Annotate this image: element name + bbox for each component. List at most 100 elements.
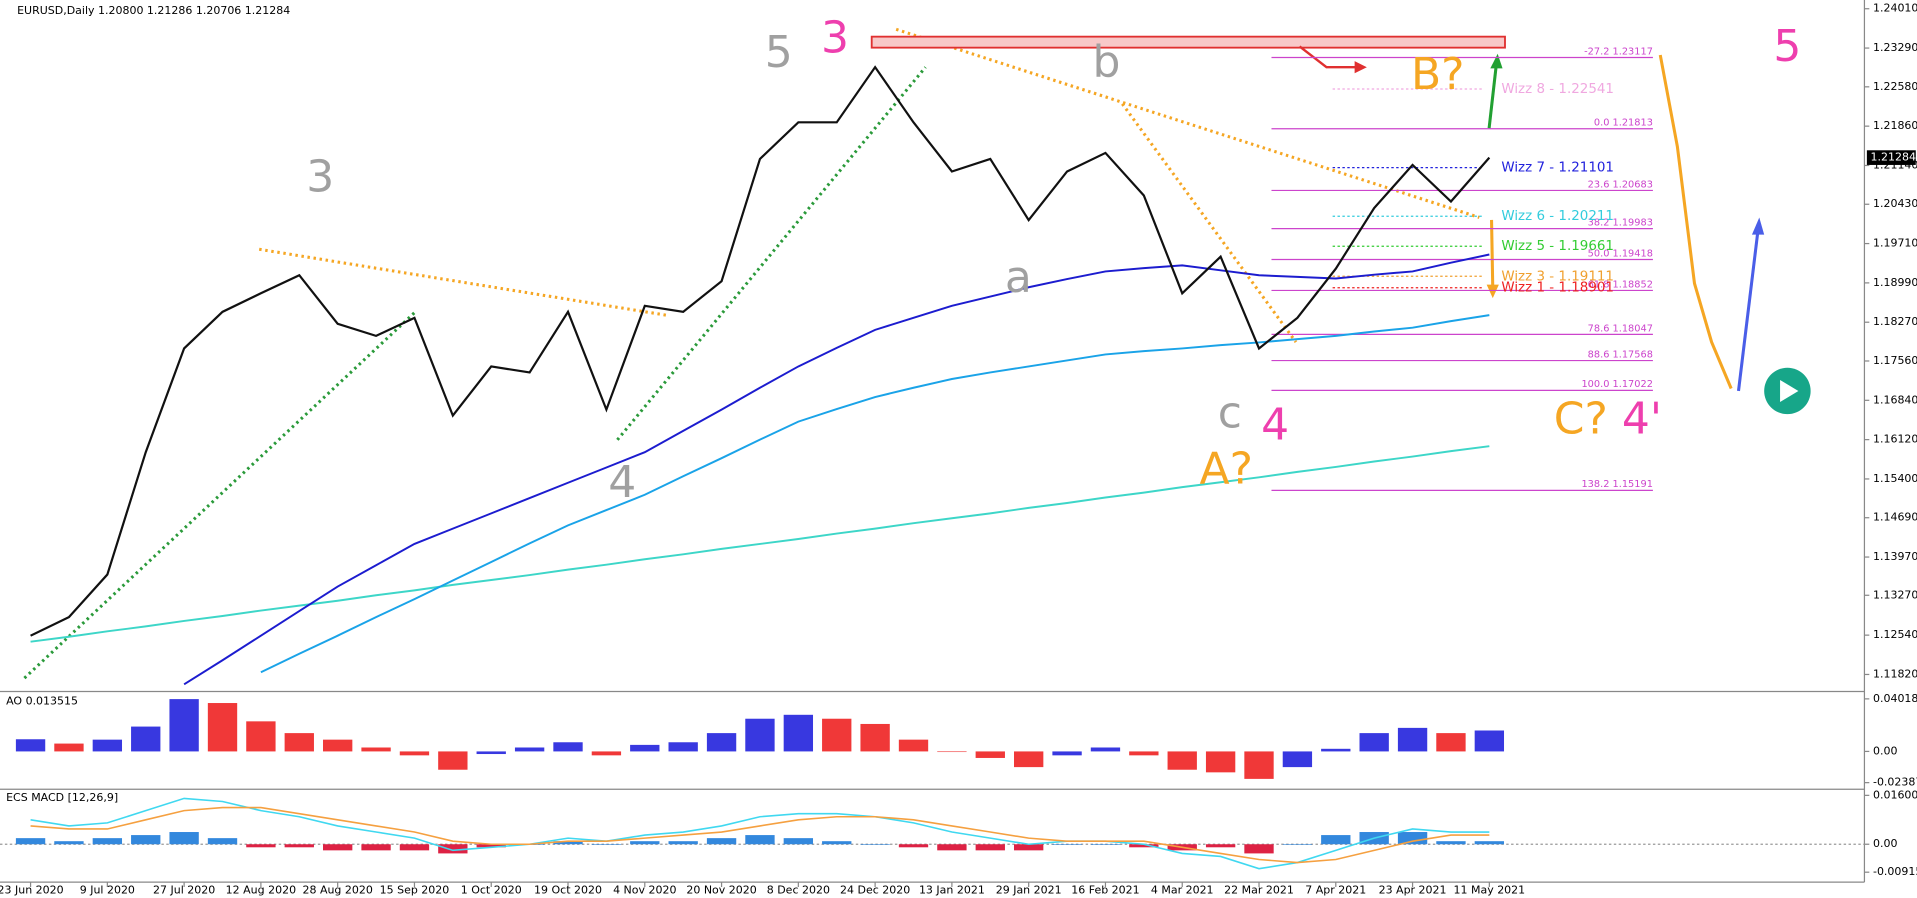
y-tick-label: 1.16840 — [1873, 393, 1917, 406]
wizz-label: Wizz 5 - 1.19661 — [1501, 239, 1614, 254]
x-tick-label: 20 Nov 2020 — [686, 884, 756, 897]
arrow — [1658, 54, 1733, 390]
wizz-label: Wizz 8 - 1.22541 — [1501, 82, 1614, 97]
macd-bar — [1474, 841, 1505, 845]
ao-bar — [323, 739, 353, 752]
price-line — [260, 314, 1490, 674]
wave-label: 3 — [306, 152, 334, 203]
price-line — [30, 65, 1491, 637]
ao-bar — [246, 721, 276, 752]
wizz-label: Wizz 6 - 1.20211 — [1501, 209, 1614, 224]
macd-bar — [975, 844, 1005, 851]
wave-label: 4' — [1622, 394, 1662, 445]
wizz-label: Wizz 3 - 1.19111 — [1501, 269, 1614, 284]
ao-bar — [514, 747, 545, 752]
y-tick-label: 1.21860 — [1873, 119, 1917, 132]
arrow — [1487, 63, 1498, 129]
x-tick-label: 8 Dec 2020 — [767, 884, 830, 897]
header: EURUSD,Daily 1.20800 1.21286 1.20706 1.2… — [17, 4, 290, 17]
x-tick-label: 16 Feb 2021 — [1071, 884, 1139, 897]
x-tick-label: 1 Oct 2020 — [461, 884, 522, 897]
macd-bar — [822, 841, 852, 845]
wave-label: 4 — [1261, 400, 1289, 451]
fib-label: 88.6 1.17568 — [1588, 349, 1653, 360]
wave-label: A? — [1200, 444, 1253, 495]
ao-bar — [630, 744, 660, 752]
arrow-head — [1490, 53, 1503, 69]
y-tick-label: 1.11820 — [1873, 667, 1917, 680]
ao-bar — [1282, 751, 1313, 768]
ao-bar — [476, 751, 506, 755]
macd-line — [30, 797, 1490, 870]
x-tick-label: 7 Apr 2021 — [1305, 884, 1366, 897]
macd-bar — [553, 841, 583, 845]
macd-bar — [361, 844, 391, 851]
y-tick-label: -0.023872 — [1873, 776, 1917, 789]
fib-label: 78.6 1.18047 — [1588, 323, 1653, 334]
x-tick-label: 19 Oct 2020 — [534, 884, 602, 897]
macd-bar — [1282, 844, 1313, 845]
x-tick-label: 24 Dec 2020 — [840, 884, 910, 897]
macd-bar — [92, 838, 123, 845]
x-tick-label: 28 Aug 2020 — [302, 884, 372, 897]
macd-bar — [1014, 844, 1044, 851]
y-tick-label: 1.12540 — [1873, 628, 1917, 641]
ao-bar — [207, 703, 238, 752]
arrow — [1736, 229, 1760, 392]
wizz-label: Wizz 1 - 1.18901 — [1501, 281, 1614, 296]
y-tick-label: 1.18270 — [1873, 315, 1917, 328]
fib-label: 61.8 1.18852 — [1588, 279, 1653, 290]
ao-bar — [1167, 751, 1197, 770]
y-tick-label: 0.00 — [1873, 837, 1897, 850]
macd-bar — [323, 844, 353, 851]
fib-label: 50.0 1.19418 — [1588, 248, 1653, 259]
last-price-box — [1866, 150, 1916, 165]
macd-bar — [898, 844, 929, 848]
macd-bar — [745, 835, 775, 845]
trend-line — [616, 66, 927, 441]
y-tick-label: 0.04018 — [1873, 692, 1917, 705]
macd-bar — [1090, 844, 1121, 845]
macd-bar — [1129, 844, 1159, 848]
y-tick-label: 1.15400 — [1873, 472, 1917, 485]
y-tick-label: 0.0160063 — [1873, 788, 1917, 801]
wave-label: b — [1092, 37, 1120, 88]
trend-line — [23, 310, 417, 680]
ao-bar — [822, 718, 852, 752]
x-tick-label: 27 Jul 2020 — [153, 884, 215, 897]
ao-bar — [668, 742, 698, 752]
y-tick-label: 1.13270 — [1873, 588, 1917, 601]
macd-bar — [54, 841, 84, 845]
ao-bar — [1205, 751, 1236, 773]
macd-bar — [438, 844, 468, 854]
ao-bar — [1052, 751, 1082, 756]
macd-bar — [783, 838, 814, 845]
price-line — [30, 445, 1490, 643]
y-tick-label: 1.19710 — [1873, 237, 1917, 250]
macd-bar — [937, 844, 967, 851]
wave-label: 5 — [1773, 21, 1801, 72]
fib-label: 100.0 1.17022 — [1581, 379, 1652, 390]
macd-bar — [1244, 844, 1274, 854]
ao-bar — [591, 751, 622, 756]
x-tick-label: 12 Aug 2020 — [226, 884, 296, 897]
trend-line — [258, 247, 667, 317]
fib-label: 38.2 1.19983 — [1588, 218, 1653, 229]
x-tick-label: 23 Jun 2020 — [0, 884, 64, 897]
y-tick-label: 1.14690 — [1873, 511, 1917, 524]
macd-bar — [860, 844, 890, 845]
y-tick-label: 1.13970 — [1873, 550, 1917, 563]
wizz-label: Wizz 7 - 1.21101 — [1501, 161, 1614, 176]
y-tick-label: 1.16120 — [1873, 433, 1917, 446]
y-tick-label: 0.00 — [1873, 744, 1897, 757]
ao-bar — [1014, 751, 1044, 768]
ao-bar — [706, 733, 737, 752]
ao-bar — [553, 742, 583, 752]
price-line — [183, 253, 1490, 686]
wave-label: B? — [1411, 49, 1465, 100]
arrow-head — [1354, 61, 1367, 74]
last-price-label: 1.21284 — [1871, 151, 1916, 164]
y-tick-label: 1.20430 — [1873, 197, 1917, 210]
